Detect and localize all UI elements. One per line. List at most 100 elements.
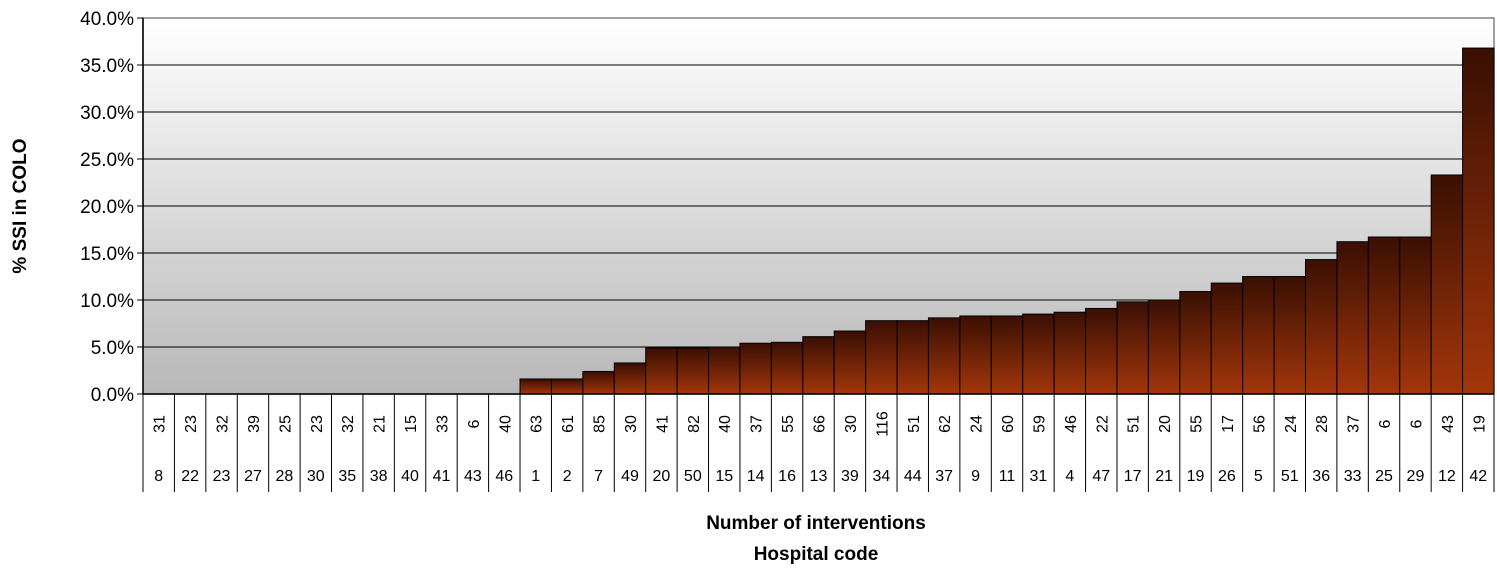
interventions-label: 66	[812, 415, 829, 433]
interventions-label: 15	[403, 415, 420, 433]
hospital-code-label: 2	[563, 468, 572, 485]
interventions-label: 23	[183, 415, 200, 433]
interventions-label: 19	[1471, 415, 1488, 433]
interventions-label: 62	[937, 415, 954, 433]
hospital-code-label: 23	[213, 468, 231, 485]
hospital-code-label: 19	[1187, 468, 1205, 485]
hospital-code-label: 12	[1438, 468, 1456, 485]
interventions-label: 51	[906, 415, 923, 433]
hospital-code-label: 35	[338, 468, 356, 485]
interventions-label: 41	[654, 415, 671, 433]
bar	[709, 347, 740, 394]
y-tick-label: 40.0%	[80, 9, 134, 30]
hospital-code-label: 20	[653, 468, 671, 485]
hospital-code-label: 22	[181, 468, 199, 485]
interventions-label: 22	[1094, 415, 1111, 433]
interventions-label: 37	[749, 415, 766, 433]
interventions-label: 6	[1377, 419, 1394, 428]
bar	[1368, 237, 1399, 394]
hospital-code-label: 36	[1312, 468, 1330, 485]
y-tick-label: 5.0%	[91, 338, 134, 359]
hospital-code-label: 13	[810, 468, 828, 485]
hospital-code-label: 21	[1155, 468, 1173, 485]
bar	[520, 379, 551, 394]
interventions-label: 56	[1251, 415, 1268, 433]
hospital-code-label: 44	[904, 468, 922, 485]
interventions-label: 23	[309, 415, 326, 433]
bar	[551, 379, 582, 394]
interventions-label: 43	[1440, 415, 1457, 433]
hospital-code-label: 4	[1065, 468, 1074, 485]
interventions-label: 17	[1220, 415, 1237, 433]
hospital-code-label: 28	[275, 468, 293, 485]
interventions-label: 51	[1126, 415, 1143, 433]
bar	[646, 348, 677, 394]
hospital-code-label: 33	[1344, 468, 1362, 485]
hospital-code-label: 27	[244, 468, 262, 485]
interventions-label: 6	[466, 419, 483, 428]
hospital-code-label: 7	[594, 468, 603, 485]
interventions-label: 60	[1000, 415, 1017, 433]
hospital-code-label: 30	[307, 468, 325, 485]
hospital-code-label: 42	[1469, 468, 1487, 485]
y-tick-label: 15.0%	[80, 244, 134, 265]
bar	[1180, 292, 1211, 394]
hospital-code-label: 14	[747, 468, 765, 485]
bar	[740, 343, 771, 394]
bar	[1400, 237, 1431, 394]
interventions-label: 63	[529, 415, 546, 433]
interventions-label: 55	[1189, 415, 1206, 433]
hospital-code-label: 29	[1407, 468, 1425, 485]
hospital-code-label: 11	[999, 468, 1016, 485]
x-axis-title-hospital: Hospital code	[754, 544, 879, 565]
y-tick-label: 20.0%	[80, 197, 134, 218]
hospital-code-label: 40	[401, 468, 419, 485]
y-tick-label: 0.0%	[91, 385, 134, 406]
bar	[1274, 277, 1305, 395]
interventions-label: 32	[340, 415, 357, 433]
bar	[1305, 260, 1336, 394]
hospital-code-label: 47	[1092, 468, 1110, 485]
bar	[1243, 277, 1274, 395]
hospital-code-label: 8	[154, 468, 163, 485]
interventions-label: 61	[560, 415, 577, 433]
bar	[614, 363, 645, 394]
hospital-code-label: 31	[1030, 468, 1048, 485]
y-tick-label: 35.0%	[80, 56, 134, 77]
hospital-code-label: 9	[971, 468, 980, 485]
hospital-code-label: 16	[778, 468, 796, 485]
interventions-label: 30	[843, 415, 860, 433]
hospital-code-label: 37	[935, 468, 953, 485]
hospital-code-label: 39	[841, 468, 859, 485]
bar	[677, 348, 708, 394]
bar	[1211, 283, 1242, 394]
bar	[803, 337, 834, 394]
y-tick-label: 10.0%	[80, 291, 134, 312]
interventions-label: 82	[686, 415, 703, 433]
hospital-code-label: 34	[872, 468, 890, 485]
interventions-label: 32	[215, 415, 232, 433]
hospital-code-label: 5	[1254, 468, 1263, 485]
bar	[771, 342, 802, 394]
interventions-label: 40	[717, 415, 734, 433]
bar	[928, 318, 959, 394]
bar	[1337, 242, 1368, 394]
hospital-code-label: 25	[1375, 468, 1393, 485]
interventions-label: 20	[1157, 415, 1174, 433]
interventions-label: 30	[623, 415, 640, 433]
hospital-code-label: 51	[1281, 468, 1299, 485]
bar	[1148, 300, 1179, 394]
bar	[1117, 302, 1148, 394]
bar	[1431, 175, 1462, 394]
hospital-code-label: 41	[433, 468, 451, 485]
interventions-label: 40	[497, 415, 514, 433]
interventions-label: 21	[372, 415, 389, 433]
x-axis-categories: 3182322322339272528233032352138154033416…	[143, 394, 1494, 492]
bar	[1463, 48, 1494, 394]
bar	[1054, 312, 1085, 394]
interventions-label: 37	[1346, 415, 1363, 433]
interventions-label: 31	[152, 415, 169, 433]
y-tick-label: 25.0%	[80, 150, 134, 171]
